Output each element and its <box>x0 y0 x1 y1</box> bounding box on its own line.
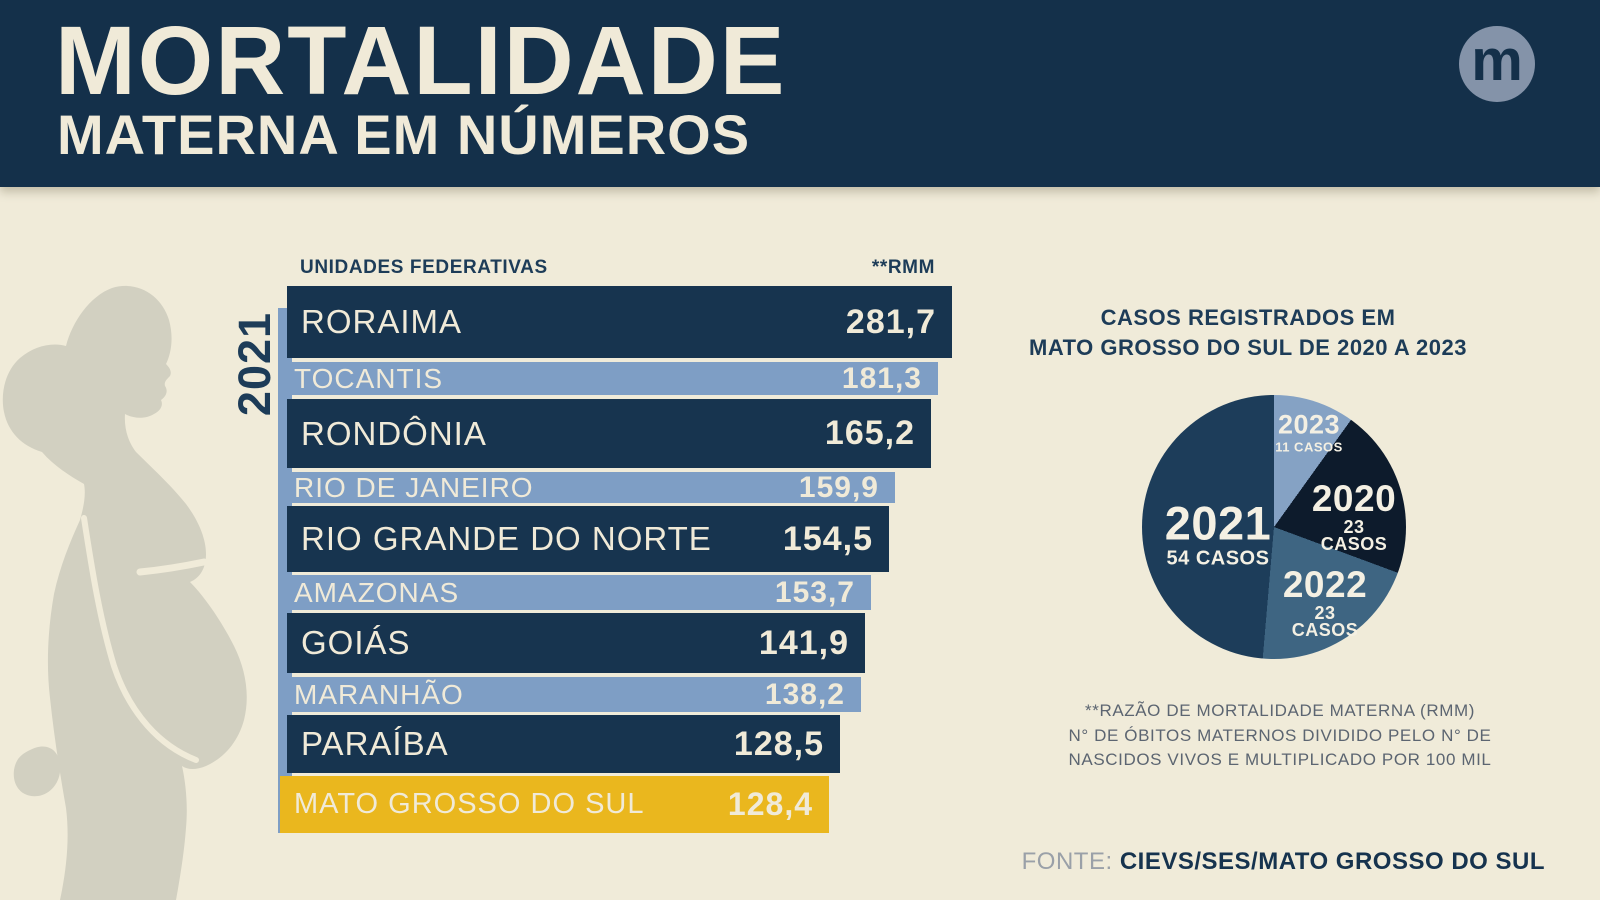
bar-row: RONDÔNIA 165,2 <box>287 399 931 468</box>
source-value: CIEVS/SES/MATO GROSSO DO SUL <box>1119 848 1545 875</box>
pie-slice-year: 2020 <box>1311 477 1397 519</box>
bar-row-label: PARAÍBA <box>301 725 449 762</box>
brand-logo-letter: m <box>1471 28 1523 93</box>
bar-row: RORAIMA 281,7 <box>287 286 952 358</box>
bar-row-label: RONDÔNIA <box>301 414 487 452</box>
header-band: MORTALIDADE MATERNA EM NÚMEROS m <box>0 0 1600 187</box>
page-subtitle: MATERNA EM NÚMEROS <box>57 103 751 166</box>
bar-row-value: 128,4 <box>727 786 813 822</box>
pie-slice-year: 2021 <box>1164 496 1272 550</box>
bar-row-value: 138,2 <box>764 677 845 711</box>
bar-chart-left-header: UNIDADES FEDERATIVAS <box>300 257 548 278</box>
bar-row: GOIÁS 141,9 <box>287 613 865 673</box>
page-title: MORTALIDADE <box>55 6 787 115</box>
pie-slice-label: 2023 11 CASOS <box>1275 409 1343 455</box>
year-axis-label: 2021 <box>229 311 280 417</box>
bar-row-label: AMAZONAS <box>294 576 460 608</box>
bar-row-label: MARANHÃO <box>294 678 464 710</box>
bar-row-value: 165,2 <box>824 414 915 452</box>
pie-title-line2: MATO GROSSO DO SUL DE 2020 A 2023 <box>1029 334 1467 360</box>
footnote-line3: NASCIDOS VIVOS E MULTIPLICADO POR 100 MI… <box>1068 750 1492 770</box>
bar-row-label: TOCANTIS <box>294 362 444 394</box>
footnote-line1: **RAZÃO DE MORTALIDADE MATERNA (RMM) <box>1085 701 1475 720</box>
bar-row: MATO GROSSO DO SUL 128,4 <box>280 776 829 833</box>
pie-title-line1: CASOS REGISTRADOS EM <box>1100 305 1396 330</box>
source-line: FONTE: CIEVS/SES/MATO GROSSO DO SUL <box>1022 848 1545 876</box>
bar-row: MARANHÃO 138,2 <box>280 677 861 712</box>
bar-row: RIO DE JANEIRO 159,9 <box>280 470 895 504</box>
pie-slice-cases: 11 CASOS <box>1275 439 1343 455</box>
pie-slice-label: 2022 23 CASOS <box>1282 563 1368 641</box>
source-label: FONTE: <box>1021 848 1120 875</box>
pie-chart-title: CASOS REGISTRADOS EM MATO GROSSO DO SUL … <box>998 303 1498 362</box>
pie-slice-label: 2021 54 CASOS <box>1164 496 1272 570</box>
bar-row-value: 181,3 <box>841 361 922 395</box>
pie-slice-label: 2020 23 CASOS <box>1311 477 1397 555</box>
pie-chart: 2023 11 CASOS 2020 23 CASOS 2022 23 CASOS 2021… <box>1142 395 1406 659</box>
rmm-footnote: **RAZÃO DE MORTALIDADE MATERNA (RMM) N° … <box>1040 699 1520 773</box>
bar-row-value: 128,5 <box>733 724 824 763</box>
bar-row-value: 281,7 <box>845 302 936 341</box>
brand-logo: m <box>1459 26 1535 102</box>
bar-row: TOCANTIS 181,3 <box>280 362 938 395</box>
bar-chart-right-header: **RMM <box>871 257 935 278</box>
pregnant-woman-silhouette <box>2 285 247 900</box>
pie-slice-cases: 23 CASOS <box>1291 602 1359 641</box>
bar-row-label: RORAIMA <box>301 303 463 340</box>
pie-slice-cases: 23 CASOS <box>1320 516 1388 555</box>
pie-slice-year: 2023 <box>1277 409 1341 440</box>
bar-row-label: GOIÁS <box>301 624 411 661</box>
pie-slice-year: 2022 <box>1282 563 1368 605</box>
bar-row: RIO GRANDE DO NORTE 154,5 <box>287 506 889 572</box>
bar-row: AMAZONAS 153,7 <box>280 575 871 610</box>
bar-row-label: RIO DE JANEIRO <box>294 471 534 503</box>
bar-row-value: 141,9 <box>758 623 849 662</box>
pie-slice-cases: 54 CASOS <box>1166 547 1270 570</box>
bar-row-label: RIO GRANDE DO NORTE <box>301 520 712 557</box>
bar-row-value: 153,7 <box>774 575 855 609</box>
bar-row-value: 159,9 <box>798 470 879 504</box>
bar-row-label: MATO GROSSO DO SUL <box>294 788 645 820</box>
bar-row: PARAÍBA 128,5 <box>287 715 840 773</box>
bar-row-value: 154,5 <box>782 519 873 558</box>
footnote-line2: N° DE ÓBITOS MATERNOS DIVIDIDO PELO N° D… <box>1068 725 1492 745</box>
